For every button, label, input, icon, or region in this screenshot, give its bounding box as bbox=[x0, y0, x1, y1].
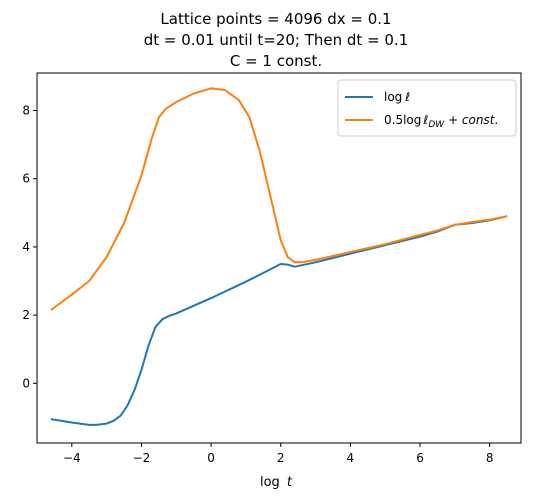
x-axis-label: log t bbox=[260, 475, 293, 490]
x-axis-label-log: log bbox=[260, 475, 280, 490]
x-axis-ticks: −4 −2 0 2 4 6 8 bbox=[63, 443, 494, 465]
y-tick-label: 8 bbox=[22, 104, 30, 118]
y-tick-label: 2 bbox=[22, 308, 30, 322]
legend-box bbox=[337, 79, 517, 137]
title-line-2: dt = 0.01 until t=20; Then dt = 0.1 bbox=[144, 31, 409, 49]
x-tick-label: 6 bbox=[416, 451, 424, 465]
chart-title: Lattice points = 4096 dx = 0.1 dt = 0.01… bbox=[144, 10, 409, 70]
x-tick-label: −2 bbox=[133, 451, 151, 465]
legend-label-log-l: log ℓ bbox=[384, 90, 410, 104]
title-line-3: C = 1 const. bbox=[230, 52, 322, 70]
y-axis-ticks: 0 2 4 6 8 bbox=[22, 104, 37, 390]
series-line-0 bbox=[50, 215, 508, 426]
x-tick-label: 4 bbox=[347, 451, 355, 465]
y-tick-label: 6 bbox=[22, 172, 30, 186]
title-line-1: Lattice points = 4096 dx = 0.1 bbox=[160, 10, 391, 28]
series-line-1 bbox=[50, 87, 508, 311]
x-tick-label: 0 bbox=[207, 451, 215, 465]
x-tick-label: 2 bbox=[277, 451, 285, 465]
series-layer bbox=[50, 87, 508, 426]
y-tick-label: 4 bbox=[22, 240, 30, 254]
legend: log ℓ 0.5log ℓDW + const. bbox=[337, 79, 517, 137]
x-tick-label: 8 bbox=[486, 451, 494, 465]
plot-frame bbox=[36, 72, 522, 444]
svg-text:log t: log t bbox=[260, 475, 293, 490]
x-tick-label: −4 bbox=[63, 451, 81, 465]
legend-label-log-ldw: 0.5log ℓDW + const. bbox=[384, 113, 498, 130]
y-tick-label: 0 bbox=[22, 376, 30, 390]
x-axis-label-t: t bbox=[287, 475, 293, 490]
